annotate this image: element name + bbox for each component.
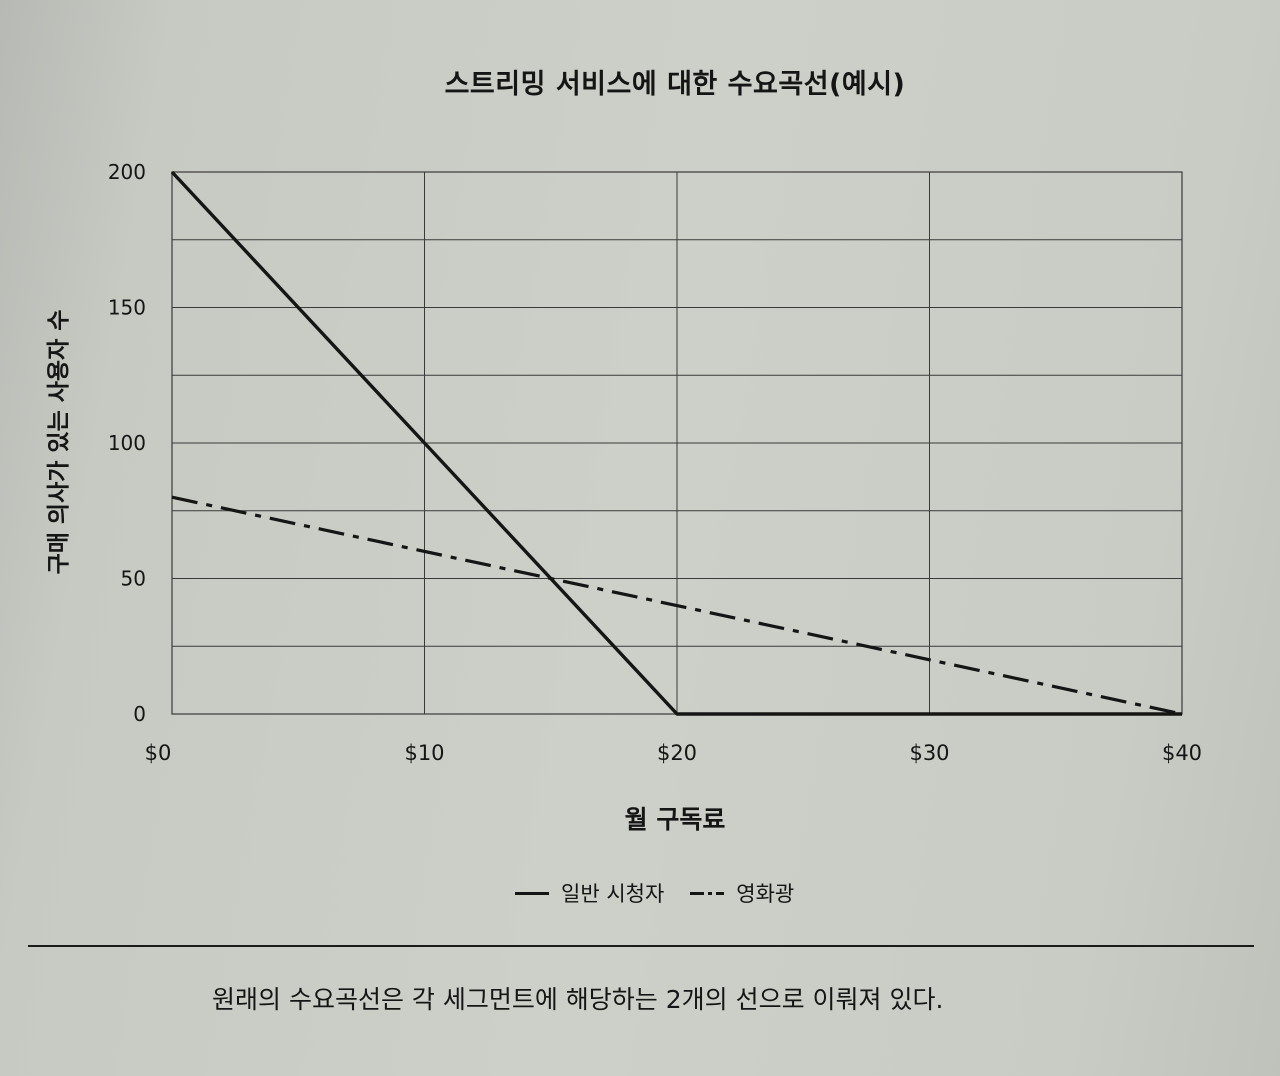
chart-title: 스트리밍 서비스에 대한 수요곡선(예시)	[444, 69, 906, 100]
x-tick-label: $20	[657, 741, 697, 765]
chart-plot-area: 0 50 100 150 200 $0 $10 $20 $30 $40	[108, 160, 1202, 765]
legend-swatch-dashdot	[690, 885, 725, 901]
x-tick-label: $40	[1162, 741, 1202, 765]
y-tick-label: 50	[121, 567, 146, 591]
caption-divider	[28, 945, 1254, 947]
legend-item-general-viewers: 일반 시청자	[515, 878, 664, 908]
legend-label: 영화광	[736, 882, 795, 906]
x-tick-label: $0	[145, 741, 172, 765]
legend-label: 일반 시청자	[561, 882, 665, 906]
legend-item-movie-buffs: 영화광	[690, 878, 794, 908]
figure-caption: 원래의 수요곡선은 각 세그먼트에 해당하는 2개의 선으로 이뤄져 있다.	[212, 985, 944, 1014]
x-tick-label: $30	[909, 741, 949, 765]
y-tick-label: 0	[133, 702, 146, 726]
y-tick-label: 200	[108, 160, 146, 184]
x-axis-label: 월 구독료	[624, 805, 726, 834]
x-tick-label: $10	[404, 741, 444, 765]
y-tick-label: 100	[108, 431, 146, 455]
chart-legend: 일반 시청자 영화광	[515, 878, 820, 908]
legend-swatch-solid	[515, 885, 549, 901]
series-line-general-viewers	[170, 170, 1182, 716]
series-line-movie-buffs	[171, 495, 1183, 716]
y-tick-label: 150	[108, 296, 146, 320]
